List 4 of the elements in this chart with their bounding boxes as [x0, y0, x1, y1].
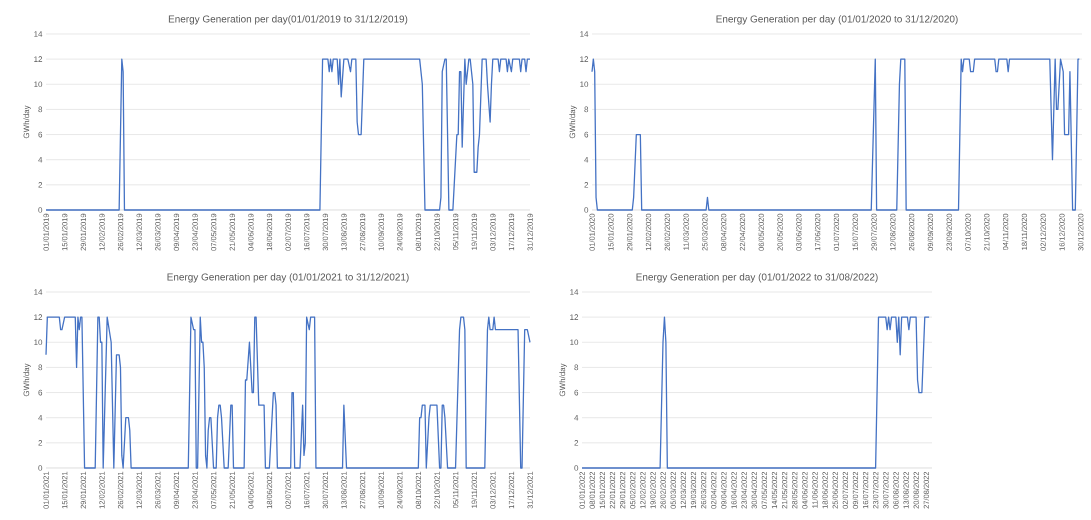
chart-title: Energy Generation per day (01/01/2022 to 31/08/2022): [636, 273, 878, 283]
chart-title: Energy Generation per day(01/01/2019 to 31/12/2019): [168, 15, 408, 25]
chart-title: Energy Generation per day (01/01/2021 to 31/12/2021): [167, 273, 409, 283]
chart-title: Energy Generation per day (01/01/2020 to 31/12/2020): [716, 15, 958, 25]
